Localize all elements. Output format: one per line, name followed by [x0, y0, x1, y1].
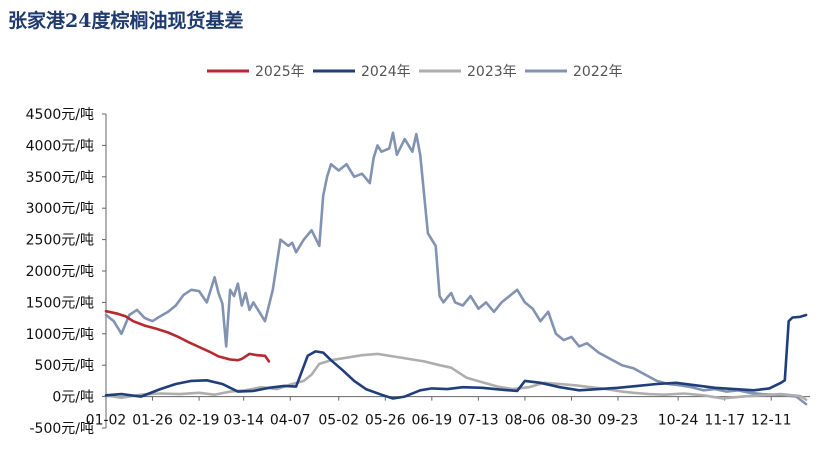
x-tick-label: 09-23: [598, 413, 639, 429]
x-tick-label: 08-06: [505, 413, 546, 429]
x-tick-label: 01-26: [132, 413, 173, 429]
series-line-2022年: [104, 131, 808, 406]
series-line-2025年: [104, 309, 271, 363]
x-tick-label: 05-26: [365, 413, 406, 429]
x-tick-label: 08-30: [551, 413, 592, 429]
x-tick-label: 01-02: [86, 413, 127, 429]
y-tick-label: 3500元/吨: [26, 170, 94, 186]
x-tick-label: 06-19: [411, 413, 452, 429]
legend-label: 2024年: [361, 64, 411, 80]
x-axis: 01-02 01-26 02-19 03-14 04-07 05-02 05-26 06-19…: [86, 396, 810, 429]
y-axis: 4500元/吨 4000元/吨 3500元/吨 3000元/吨 2500元/吨 2000元…: [26, 107, 107, 437]
y-tick-label: -500元/吨: [30, 421, 95, 437]
y-tick-label: 4000元/吨: [26, 138, 94, 154]
x-tick-label: 11-17: [704, 413, 745, 429]
y-tick-label: 4500元/吨: [26, 107, 94, 123]
y-tick-label: 0元/吨: [52, 390, 94, 406]
x-tick-label: 03-14: [223, 413, 264, 429]
series-line-2024年: [104, 313, 808, 400]
y-tick-label: 1500元/吨: [26, 295, 94, 311]
series-line-2023年: [104, 352, 808, 402]
y-tick-label: 2000元/吨: [26, 264, 94, 280]
y-tick-label: 3000元/吨: [26, 201, 94, 217]
chart-legend: 2025年 2024年 2023年 2022年: [207, 64, 623, 80]
x-tick-label: 02-19: [179, 413, 220, 429]
x-tick-label: 07-13: [458, 413, 499, 429]
series-layer: [104, 131, 808, 406]
chart-title: 张家港24度棕榈油现货基差: [8, 10, 244, 32]
legend-label: 2022年: [573, 64, 623, 80]
x-tick-label: 12-11: [751, 413, 792, 429]
x-tick-label: 10-24: [658, 413, 699, 429]
y-tick-label: 1000元/吨: [26, 327, 94, 343]
y-tick-label: 500元/吨: [35, 358, 94, 374]
x-tick-label: 05-02: [318, 413, 359, 429]
legend-label: 2025年: [255, 64, 305, 80]
y-tick-label: 2500元/吨: [26, 233, 94, 249]
legend-label: 2023年: [467, 64, 517, 80]
x-tick-label: 04-07: [270, 413, 311, 429]
